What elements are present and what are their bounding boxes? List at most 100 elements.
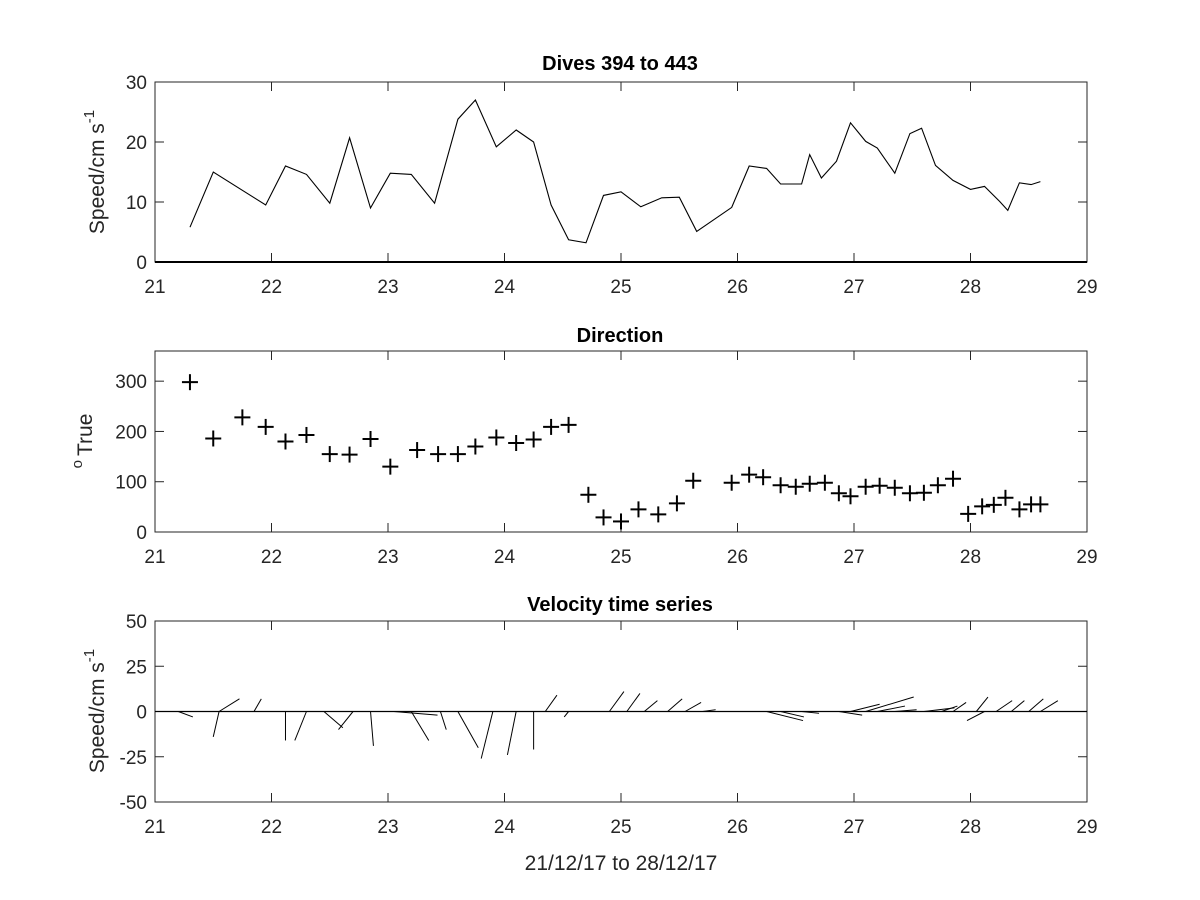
direction-marker bbox=[787, 478, 804, 495]
velocity-ytick-label: 0 bbox=[136, 703, 147, 724]
direction-marker bbox=[321, 446, 338, 463]
speed-ytick-label: 20 bbox=[126, 133, 147, 154]
velocity-ytick-label: -25 bbox=[120, 748, 147, 769]
velocity-stick bbox=[457, 711, 479, 748]
direction-marker bbox=[886, 479, 903, 496]
direction-xtick-label: 29 bbox=[1076, 547, 1097, 568]
velocity-stick bbox=[702, 709, 716, 712]
speed-panel: Dives 394 to 443 Speed/cm s-1 21 22 23 24 25… bbox=[81, 53, 1098, 298]
direction-xtick-label: 21 bbox=[144, 547, 165, 568]
speed-xtick-label: 27 bbox=[843, 277, 864, 298]
direction-marker bbox=[580, 486, 597, 503]
direction-marker bbox=[816, 474, 833, 491]
velocity-stick bbox=[995, 700, 1013, 712]
speed-xtick-label: 28 bbox=[960, 277, 981, 298]
direction-marker bbox=[543, 418, 560, 435]
direction-marker bbox=[181, 374, 198, 391]
velocity-stick bbox=[780, 711, 805, 718]
velocity-xtick-label: 24 bbox=[494, 817, 516, 838]
velocity-stick bbox=[1010, 700, 1025, 712]
speed-ytick-label: 0 bbox=[136, 253, 147, 274]
velocity-xtick-label: 29 bbox=[1076, 817, 1097, 838]
velocity-stick bbox=[865, 696, 914, 712]
velocity-ytick-label: 25 bbox=[126, 657, 147, 678]
direction-xtick-label: 26 bbox=[727, 547, 748, 568]
direction-marker bbox=[685, 472, 702, 489]
velocity-stick bbox=[294, 711, 307, 741]
velocity-ytick-label: 50 bbox=[126, 612, 147, 633]
speed-xtick-label: 29 bbox=[1076, 277, 1097, 298]
direction-marker bbox=[901, 485, 918, 502]
speed-panel-ylabel: Speed/cm s-1 bbox=[81, 110, 109, 234]
velocity-stick bbox=[480, 711, 494, 759]
direction-xtick-label: 27 bbox=[843, 547, 864, 568]
speed-xtick-label: 22 bbox=[261, 277, 282, 298]
direction-marker bbox=[945, 470, 962, 487]
velocity-stick bbox=[506, 711, 517, 756]
velocity-stick bbox=[178, 711, 194, 718]
speed-panel-title: Dives 394 to 443 bbox=[542, 53, 698, 75]
velocity-xtick-label: 22 bbox=[261, 817, 282, 838]
direction-xtick-label: 23 bbox=[377, 547, 398, 568]
speed-xtick-label: 21 bbox=[144, 277, 165, 298]
velocity-xtick-label: 26 bbox=[727, 817, 748, 838]
direction-panel-axes-box bbox=[154, 350, 1088, 533]
velocity-panel-xlabel: 21/12/17 to 28/12/17 bbox=[525, 852, 718, 875]
direction-marker bbox=[668, 495, 685, 512]
velocity-xtick-label: 21 bbox=[144, 817, 165, 838]
direction-marker bbox=[997, 489, 1014, 506]
velocity-panel-ylabel: Speed/cm s-1 bbox=[81, 649, 109, 773]
direction-ytick-label: 100 bbox=[115, 473, 147, 494]
direction-marker bbox=[915, 484, 932, 501]
velocity-stick bbox=[966, 711, 985, 721]
direction-marker bbox=[508, 435, 525, 452]
velocity-stick bbox=[410, 711, 430, 741]
direction-marker bbox=[205, 430, 222, 447]
direction-marker bbox=[871, 477, 888, 494]
speed-xtick-label: 26 bbox=[727, 277, 748, 298]
direction-marker bbox=[772, 477, 789, 494]
velocity-panel-title: Velocity time series bbox=[527, 594, 713, 616]
velocity-stick bbox=[253, 698, 262, 712]
speed-ytick-label: 10 bbox=[126, 193, 147, 214]
direction-marker bbox=[449, 446, 466, 463]
direction-marker bbox=[430, 446, 447, 463]
direction-marker bbox=[929, 477, 946, 494]
direction-marker bbox=[382, 458, 399, 475]
velocity-xtick-label: 23 bbox=[377, 817, 398, 838]
direction-panel: Direction oTrue 21 22 23 24 25 26 27 28 29 0 100 20… bbox=[69, 325, 1098, 568]
direction-marker bbox=[362, 430, 379, 447]
direction-panel-title: Direction bbox=[577, 325, 664, 347]
velocity-ytick-label: -50 bbox=[120, 793, 147, 814]
direction-marker bbox=[974, 498, 991, 515]
velocity-stick bbox=[563, 711, 569, 718]
velocity-stick bbox=[626, 693, 641, 712]
velocity-stick bbox=[439, 711, 447, 730]
direction-marker bbox=[960, 505, 977, 522]
direction-xtick-label: 22 bbox=[261, 547, 282, 568]
velocity-stick bbox=[838, 711, 863, 716]
velocity-stick bbox=[218, 698, 240, 712]
direction-marker bbox=[755, 469, 772, 486]
direction-marker bbox=[723, 474, 740, 491]
direction-marker bbox=[857, 478, 874, 495]
velocity-stick bbox=[667, 698, 683, 712]
velocity-xtick-label: 28 bbox=[960, 817, 981, 838]
velocity-stick bbox=[684, 702, 702, 712]
direction-marker bbox=[842, 488, 859, 505]
direction-marker bbox=[234, 409, 251, 426]
speed-xtick-label: 25 bbox=[610, 277, 631, 298]
velocity-panel-ylabel-group: Speed/cm s-1 bbox=[81, 649, 109, 773]
velocity-stick bbox=[766, 711, 804, 722]
speed-xtick-label: 24 bbox=[494, 277, 516, 298]
direction-marker bbox=[1032, 496, 1049, 513]
direction-xtick-label: 25 bbox=[610, 547, 631, 568]
velocity-stick bbox=[212, 711, 220, 737]
direction-marker bbox=[525, 431, 542, 448]
direction-marker bbox=[467, 438, 484, 455]
velocity-stick bbox=[894, 709, 917, 712]
direction-marker bbox=[341, 446, 358, 463]
velocity-stick bbox=[370, 711, 374, 746]
speed-panel-ylabel-group: Speed/cm s-1 bbox=[81, 110, 109, 234]
